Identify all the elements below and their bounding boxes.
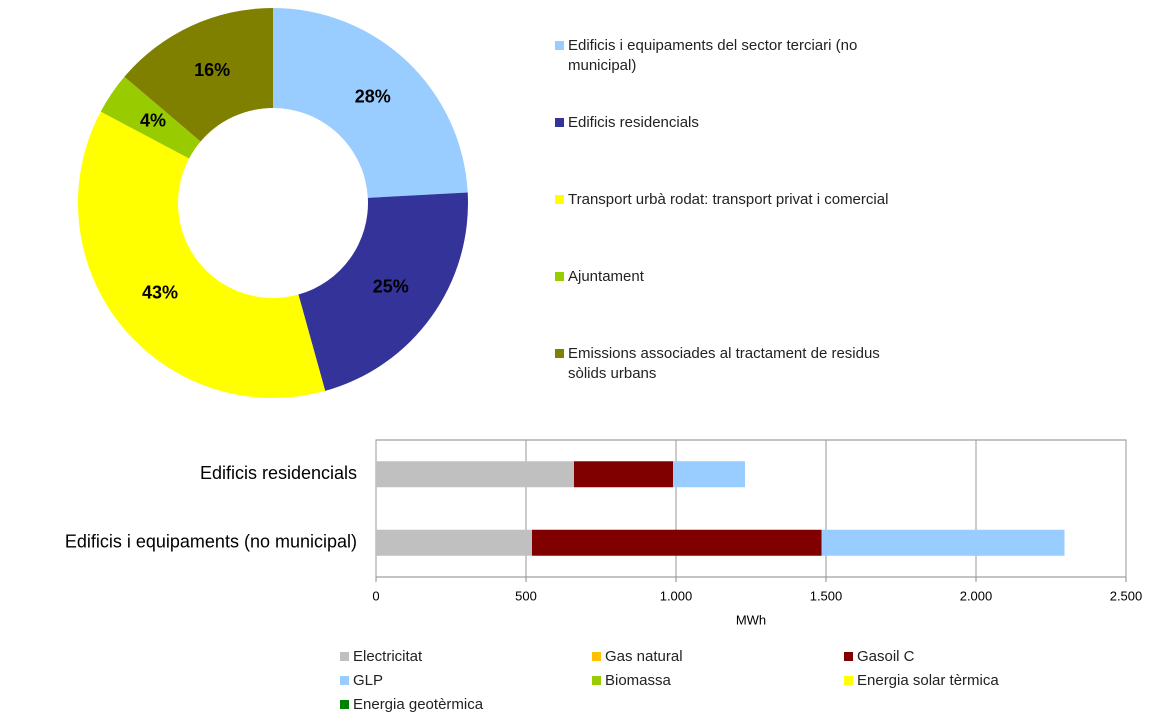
legend-swatch (555, 195, 564, 204)
legend-item: GLP (340, 671, 593, 691)
legend-label: Biomassa (605, 672, 671, 689)
bar-segment (532, 529, 822, 556)
legend-swatch (592, 676, 601, 685)
legend-item: Energia geotèrmica (340, 695, 593, 715)
legend-label: Emissions associades al tractament de re… (568, 345, 880, 382)
legend-item: Electricitat (340, 647, 593, 667)
x-tick-label: 1.000 (660, 588, 693, 603)
x-axis-label: MWh (736, 612, 766, 627)
legend-swatch (844, 676, 853, 685)
bar-segment (574, 461, 673, 488)
legend-label: GLP (353, 672, 384, 689)
donut-segment (100, 76, 201, 159)
legend-item: Edificis residencials (555, 113, 913, 133)
plot-area (375, 439, 1127, 578)
legend-swatch (844, 652, 853, 661)
legend-label: Energia geotèrmica (353, 696, 484, 713)
legend-label: Transport urbà rodat: transport privat i… (568, 191, 889, 208)
legend-label: Gasoil C (857, 648, 915, 665)
x-tick-label: 2.500 (1110, 588, 1143, 603)
bar-segment (673, 461, 745, 488)
legend-item: Emissions associades al tractament de re… (555, 344, 913, 384)
bar-segment (821, 529, 1065, 556)
x-tick-label: 500 (515, 588, 537, 603)
donut-segment (273, 8, 468, 198)
legend-item: Gasoil C (844, 647, 1097, 667)
data-label: 28% (355, 86, 391, 106)
legend-swatch (340, 676, 349, 685)
x-tick-label: 2.000 (960, 588, 993, 603)
legend-label: Gas natural (605, 648, 683, 665)
bar-segment (376, 529, 532, 556)
legend-item: Edificis i equipaments del sector tercia… (555, 36, 913, 76)
x-tick-label: 1.500 (810, 588, 843, 603)
donut-segment (124, 8, 273, 142)
legend-label: Edificis i equipaments del sector tercia… (568, 37, 858, 74)
legend-swatch (555, 272, 564, 281)
donut-segment (77, 111, 326, 399)
legend-label: Electricitat (353, 648, 423, 665)
y-tick-label: Edificis i equipaments (no municipal) (65, 532, 357, 552)
legend-label: Edificis residencials (568, 114, 699, 131)
data-label: 25% (373, 276, 409, 296)
x-tick-label: 0 (372, 588, 379, 603)
legend-item: Biomassa (592, 671, 845, 691)
donut-segment (298, 192, 468, 391)
y-tick-label: Edificis residencials (200, 463, 357, 483)
legend-item: Ajuntament (555, 267, 913, 287)
legend-swatch (592, 652, 601, 661)
legend-swatch (555, 41, 564, 50)
legend-swatch (340, 700, 349, 709)
legend-item: Energia solar tèrmica (844, 671, 1097, 691)
legend-item: Transport urbà rodat: transport privat i… (555, 190, 913, 210)
legend-label: Energia solar tèrmica (857, 672, 999, 689)
data-label: 4% (140, 110, 166, 130)
bar-segment (376, 461, 574, 488)
data-label: 43% (142, 283, 178, 303)
legend-swatch (555, 118, 564, 127)
legend-label: Ajuntament (568, 268, 644, 285)
data-label: 16% (194, 60, 230, 80)
legend-item: Gas natural (592, 647, 845, 667)
legend-swatch (340, 652, 349, 661)
legend-swatch (555, 349, 564, 358)
